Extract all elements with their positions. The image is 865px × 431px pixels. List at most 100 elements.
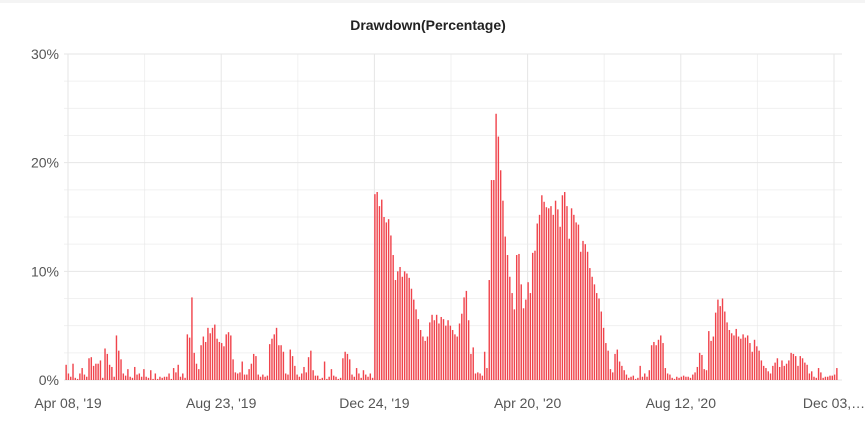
drawdown-bar[interactable]	[385, 222, 388, 380]
drawdown-bar[interactable]	[252, 353, 255, 380]
drawdown-bar[interactable]	[465, 290, 468, 380]
drawdown-bar[interactable]	[623, 370, 625, 380]
drawdown-bar[interactable]	[127, 369, 129, 380]
drawdown-bar[interactable]	[774, 362, 776, 380]
drawdown-bar[interactable]	[387, 219, 390, 380]
drawdown-bar[interactable]	[612, 372, 614, 380]
drawdown-bar[interactable]	[106, 353, 109, 380]
drawdown-bar[interactable]	[497, 136, 500, 380]
drawdown-bar[interactable]	[362, 370, 365, 380]
drawdown-bar[interactable]	[211, 327, 214, 380]
drawdown-bar[interactable]	[570, 208, 573, 380]
drawdown-bar[interactable]	[762, 365, 765, 380]
drawdown-bar[interactable]	[493, 180, 495, 380]
drawdown-bar[interactable]	[760, 360, 763, 380]
drawdown-bar[interactable]	[351, 374, 353, 380]
drawdown-bar[interactable]	[673, 378, 676, 380]
drawdown-bar[interactable]	[714, 312, 717, 380]
drawdown-bar[interactable]	[262, 374, 264, 380]
drawdown-bar[interactable]	[831, 375, 833, 380]
drawdown-bar[interactable]	[522, 308, 525, 380]
drawdown-bar[interactable]	[273, 334, 275, 380]
drawdown-bar[interactable]	[566, 206, 568, 380]
drawdown-bar[interactable]	[625, 374, 628, 380]
drawdown-bar[interactable]	[479, 373, 481, 380]
drawdown-bar[interactable]	[742, 334, 744, 380]
drawdown-bar[interactable]	[790, 352, 792, 380]
drawdown-bar[interactable]	[531, 252, 534, 380]
drawdown-bar[interactable]	[383, 217, 385, 380]
drawdown-bar[interactable]	[195, 363, 198, 380]
drawdown-bar[interactable]	[271, 338, 273, 380]
drawdown-bar[interactable]	[682, 375, 685, 380]
drawdown-bar[interactable]	[161, 377, 163, 380]
drawdown-bar[interactable]	[433, 320, 436, 380]
drawdown-bar[interactable]	[730, 333, 733, 380]
drawdown-bar[interactable]	[150, 370, 152, 380]
drawdown-bar[interactable]	[449, 325, 452, 380]
drawdown-bar[interactable]	[337, 378, 340, 380]
drawdown-bar[interactable]	[415, 309, 417, 380]
drawdown-bar[interactable]	[374, 194, 376, 380]
drawdown-bar[interactable]	[413, 299, 415, 380]
drawdown-bar[interactable]	[378, 206, 381, 380]
drawdown-bar[interactable]	[515, 255, 518, 380]
drawdown-bar[interactable]	[529, 293, 532, 380]
drawdown-bar[interactable]	[120, 359, 122, 380]
drawdown-bar[interactable]	[65, 364, 67, 380]
drawdown-bar[interactable]	[74, 377, 76, 380]
drawdown-bar[interactable]	[573, 214, 575, 380]
drawdown-bar[interactable]	[232, 359, 234, 380]
drawdown-bar[interactable]	[692, 374, 694, 380]
drawdown-bar[interactable]	[278, 345, 280, 380]
drawdown-bar[interactable]	[671, 377, 673, 380]
drawdown-bar[interactable]	[737, 336, 740, 380]
drawdown-bar[interactable]	[300, 373, 303, 380]
drawdown-bar[interactable]	[424, 340, 426, 380]
drawdown-bar[interactable]	[442, 319, 445, 380]
drawdown-bar[interactable]	[721, 298, 724, 381]
drawdown-bar[interactable]	[296, 374, 298, 380]
drawdown-bar[interactable]	[648, 370, 651, 380]
drawdown-bar[interactable]	[305, 372, 307, 380]
drawdown-bar[interactable]	[342, 358, 344, 380]
drawdown-bar[interactable]	[257, 374, 259, 380]
drawdown-bar[interactable]	[291, 356, 294, 380]
drawdown-bar[interactable]	[767, 371, 769, 380]
drawdown-bar[interactable]	[456, 336, 458, 380]
drawdown-bar[interactable]	[216, 338, 218, 380]
drawdown-bar[interactable]	[124, 375, 127, 380]
drawdown-bar[interactable]	[76, 378, 79, 380]
drawdown-bar[interactable]	[543, 201, 545, 380]
drawdown-bar[interactable]	[810, 371, 813, 380]
drawdown-bar[interactable]	[698, 352, 701, 380]
drawdown-bar[interactable]	[509, 276, 511, 380]
drawdown-bar[interactable]	[234, 372, 237, 380]
drawdown-bar[interactable]	[628, 377, 630, 380]
drawdown-bar[interactable]	[472, 347, 474, 380]
drawdown-bar[interactable]	[596, 293, 598, 380]
drawdown-bar[interactable]	[159, 376, 161, 380]
drawdown-bar[interactable]	[335, 376, 337, 380]
drawdown-bar[interactable]	[200, 345, 202, 380]
drawdown-bar[interactable]	[817, 368, 820, 380]
drawdown-bar[interactable]	[298, 376, 301, 380]
drawdown-bar[interactable]	[129, 376, 131, 380]
drawdown-bar[interactable]	[458, 323, 461, 380]
drawdown-bar[interactable]	[188, 337, 191, 380]
drawdown-bar[interactable]	[778, 366, 781, 380]
drawdown-bar[interactable]	[621, 365, 623, 380]
drawdown-bar[interactable]	[438, 323, 440, 380]
drawdown-bar[interactable]	[607, 350, 609, 380]
drawdown-bar[interactable]	[406, 273, 408, 380]
drawdown-bar[interactable]	[113, 376, 115, 380]
drawdown-bar[interactable]	[776, 358, 779, 380]
drawdown-bar[interactable]	[330, 369, 333, 380]
drawdown-bar[interactable]	[353, 376, 356, 380]
drawdown-bar[interactable]	[680, 376, 683, 380]
drawdown-bar[interactable]	[140, 376, 143, 380]
drawdown-bar[interactable]	[836, 368, 838, 380]
drawdown-bar[interactable]	[614, 353, 616, 380]
drawdown-bar[interactable]	[346, 353, 349, 380]
drawdown-bar[interactable]	[797, 365, 799, 380]
